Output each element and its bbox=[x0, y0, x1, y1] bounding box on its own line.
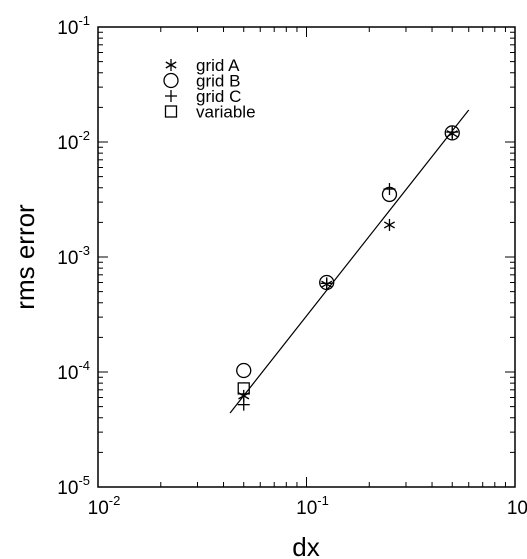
legend-circle-icon bbox=[163, 72, 179, 89]
data-points bbox=[236, 125, 460, 411]
x-axis-label: dx bbox=[292, 532, 319, 559]
tick-labels: 10-2 10-1 100 10-5 10-4 10-3 10-2 10-1 bbox=[57, 13, 527, 519]
y-tick-label: 10-2 bbox=[57, 128, 90, 154]
x-tick-label: 10-1 bbox=[296, 493, 329, 519]
x-tick-label: 100 bbox=[507, 493, 527, 519]
legend-label: variable bbox=[196, 103, 256, 122]
legend-label: grid A bbox=[196, 56, 240, 75]
square-marker bbox=[237, 382, 250, 395]
asterisk-marker bbox=[383, 218, 396, 231]
plus-marker bbox=[237, 398, 250, 411]
x-tick-label: 10-2 bbox=[88, 493, 121, 519]
circle-marker bbox=[236, 362, 252, 379]
circle-marker bbox=[319, 274, 335, 291]
legend-label: grid C bbox=[196, 87, 241, 106]
plus-marker bbox=[383, 183, 396, 196]
circle-marker bbox=[444, 125, 460, 141]
plus-marker bbox=[320, 277, 333, 290]
y-tick-label: 10-4 bbox=[57, 358, 90, 384]
y-axis-label: rms error bbox=[10, 204, 40, 310]
fit-line-layer bbox=[229, 109, 470, 414]
y-tick-label: 10-3 bbox=[57, 243, 90, 269]
tick-marks bbox=[97, 27, 515, 488]
legend-square-icon bbox=[164, 105, 178, 118]
plot-frame bbox=[97, 26, 516, 488]
legend-asterisk-icon bbox=[165, 59, 177, 71]
plus-marker bbox=[446, 126, 459, 139]
legend-plus-icon bbox=[165, 90, 177, 102]
y-tick-label: 10-5 bbox=[57, 473, 90, 499]
fit-line bbox=[229, 109, 470, 414]
legend-label: grid B bbox=[196, 72, 240, 91]
y-tick-label: 10-1 bbox=[57, 13, 90, 39]
